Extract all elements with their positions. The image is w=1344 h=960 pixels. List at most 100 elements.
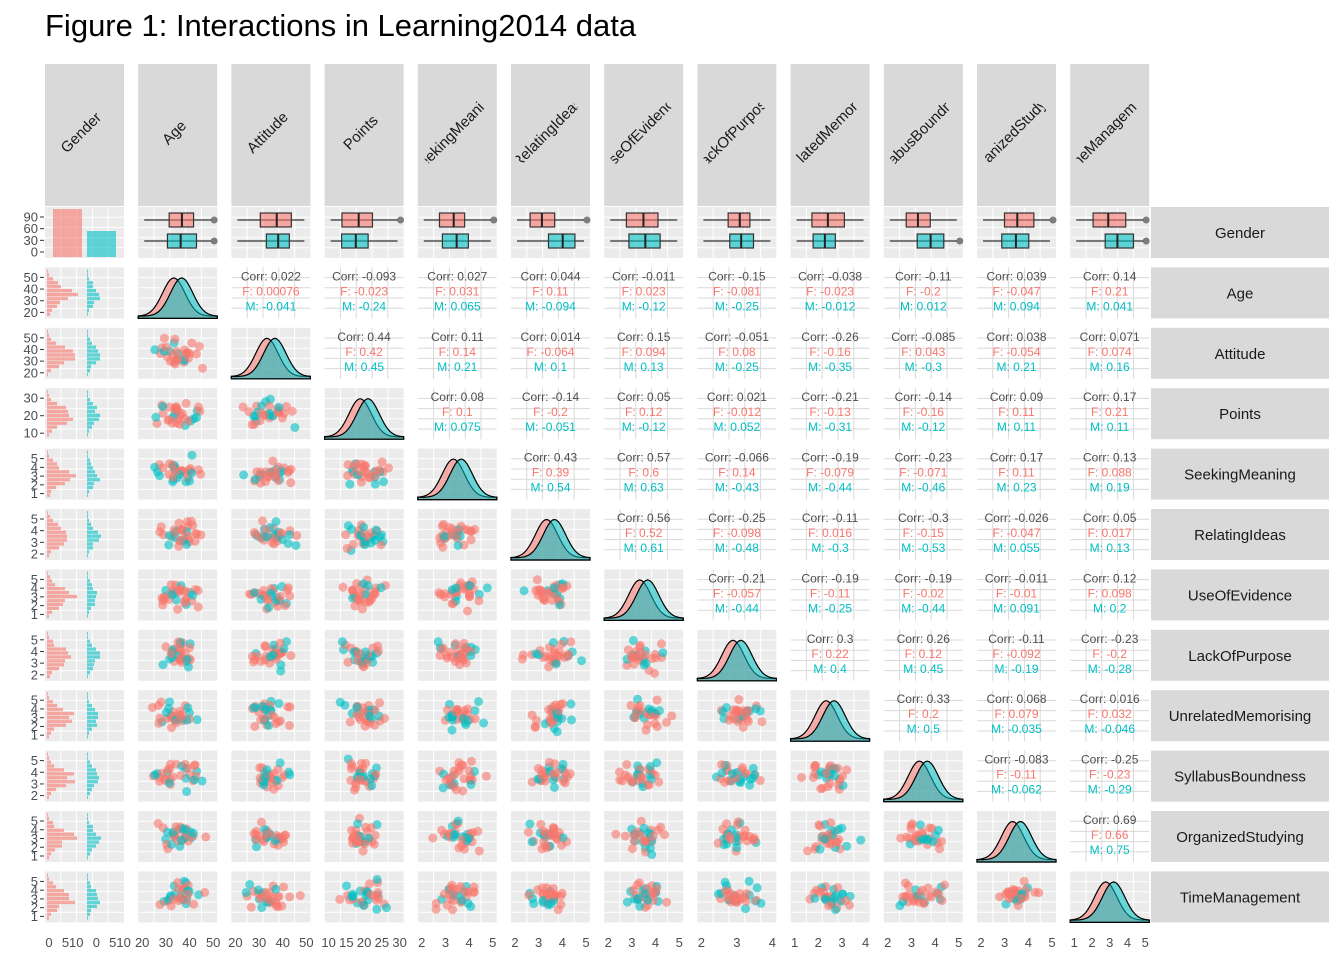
top-strip-age: [138, 64, 218, 206]
scatter-point: [815, 887, 825, 897]
panel-organizedstudying-timemanagement: Corr: 0.69F: 0.66M: 0.75: [1070, 811, 1150, 862]
scatter-point: [174, 643, 184, 653]
panel-organizedstudying-points: [324, 811, 404, 862]
scatter-point: [181, 825, 191, 835]
scatter-point: [653, 825, 663, 835]
hist-bar: [47, 361, 64, 365]
corr-male: M: -0.48: [715, 541, 759, 555]
panel-organizedstudying-unrelatedmemorising: [790, 811, 870, 862]
scatter-point: [192, 413, 202, 423]
panel-points-gender: [45, 388, 124, 440]
strip-bg: [604, 64, 684, 206]
scatter-point: [271, 884, 281, 894]
scatter-point: [733, 705, 743, 715]
hist-bar: [47, 514, 50, 519]
scatter-point: [727, 769, 737, 779]
hist-bar: [47, 478, 70, 482]
hist-bar: [87, 904, 97, 909]
scatter-point: [577, 656, 587, 666]
panel-gender-useofevidence: [604, 207, 684, 258]
scatter-point: [937, 896, 947, 906]
hist-bar: [87, 269, 88, 273]
hist-bar: [87, 409, 95, 414]
scatter-point: [341, 530, 351, 540]
y-tick-label: 3: [31, 656, 38, 671]
y-tick-label: 4: [31, 883, 38, 898]
scatter-point: [824, 901, 834, 911]
scatter-point: [347, 825, 357, 835]
panel-organizedstudying-attitude: [231, 811, 311, 862]
corr-female: F: 0.1: [442, 405, 473, 419]
corr-female: F: -0.23: [1089, 768, 1131, 782]
strip-label: TimeManagement: [1180, 889, 1301, 906]
scatter-point: [267, 777, 277, 787]
corr-male: M: 0.21: [996, 360, 1036, 374]
corr-female: F: -0.098: [713, 526, 761, 540]
hist-bar: [47, 752, 48, 756]
hist-bar: [87, 856, 88, 860]
scatter-point: [193, 402, 203, 412]
hist-bar: [87, 881, 90, 885]
scatter-point: [474, 697, 484, 707]
hist-bar: [47, 760, 51, 764]
scatter-point: [187, 338, 197, 348]
density-curve: [976, 820, 1057, 863]
scatter-point: [635, 901, 645, 911]
hist-bar: [47, 696, 49, 700]
hist-bar: [47, 844, 62, 848]
strip-bg: [1151, 509, 1329, 560]
hist-bar: [87, 511, 88, 515]
scatter-point: [198, 363, 208, 373]
scatter-point: [158, 660, 168, 670]
scatter-point: [250, 721, 260, 731]
panel-timemanagement-useofevidence: [604, 871, 684, 923]
corr-male: M: 0.61: [624, 541, 664, 555]
panel-syllabusboundness-syllabusboundness: [883, 750, 964, 803]
corr-female: F: -0.092: [992, 647, 1040, 661]
hist-bar: [87, 700, 89, 704]
scatter-point: [549, 782, 559, 792]
x-tick-label: 3: [838, 935, 845, 950]
hist-bar: [47, 631, 48, 636]
scatter-point: [734, 695, 744, 705]
scatter-point: [249, 703, 259, 713]
panel-lackofpurpose-unrelatedmemorising: Corr: 0.3F: 0.22M: 0.4: [790, 629, 870, 681]
y-tick-label: 40: [24, 282, 38, 297]
corr-male: M: 0.055: [993, 541, 1040, 555]
hist-bar: [87, 787, 92, 792]
hist-bar: [87, 598, 95, 603]
hist-bar: [47, 727, 54, 731]
hist-bar: [47, 368, 51, 373]
x-tick-label: 25: [375, 935, 389, 950]
scatter-point: [353, 833, 363, 843]
panel-timemanagement-syllabusboundness: [883, 871, 963, 923]
panel-gender-lackofpurpose: [697, 207, 777, 258]
corr-female: F: 0.22: [811, 647, 849, 661]
hist-bar: [47, 840, 62, 844]
strip-bg: [883, 64, 963, 206]
scatter-point: [176, 770, 186, 780]
panel-lackofpurpose-age: [138, 629, 218, 681]
panel-age-timemanagement: Corr: 0.14F: 0.21M: 0.041: [1070, 267, 1150, 319]
corr-overall: Corr: 0.69: [1083, 813, 1137, 827]
corr-male: M: 0.094: [993, 299, 1040, 313]
scatter-point: [273, 717, 283, 727]
scatter-point: [150, 770, 160, 780]
y-tick-label: 1: [31, 607, 38, 622]
top-strip-unrelatedmemorising: [790, 64, 870, 206]
hist-bar: [87, 571, 88, 575]
corr-female: F: -0.13: [809, 405, 851, 419]
scatter-point: [295, 891, 305, 901]
scatter-point: [361, 597, 371, 607]
corr-overall: Corr: -0.26: [801, 330, 859, 344]
corr-overall: Corr: 0.33: [897, 692, 951, 706]
scatter-point: [519, 586, 529, 596]
scatter-point: [366, 890, 376, 900]
scatter-point: [463, 704, 473, 714]
x-tick-label: 4: [862, 935, 869, 950]
box-outlier: [1142, 237, 1150, 245]
panel-gender-age: [138, 207, 218, 258]
corr-female: F: -0.16: [903, 405, 945, 419]
scatter-point: [437, 825, 447, 835]
